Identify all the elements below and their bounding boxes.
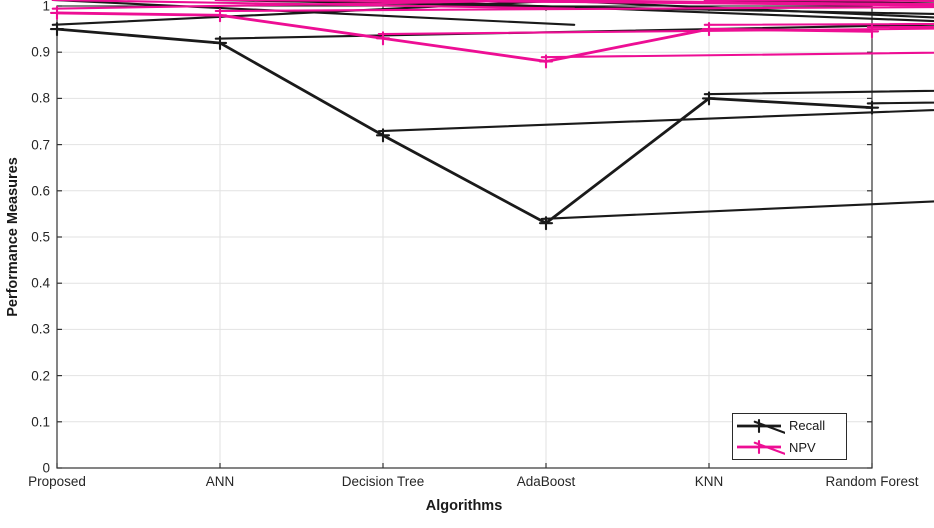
legend-label-recall: Recall [789, 418, 826, 434]
x-tick-label: KNN [694, 474, 724, 489]
y-tick-label: 0.7 [31, 137, 50, 153]
asterisk-marker [701, 0, 934, 106]
asterisk-marker [538, 0, 934, 231]
y-tick-label: 0.6 [31, 183, 50, 199]
series-line-recall [56, 27, 873, 225]
y-tick-label: 0 [42, 460, 50, 476]
asterisk-marker [538, 0, 934, 69]
asterisk-marker [375, 0, 934, 143]
asterisk-marker [751, 440, 785, 456]
asterisk-marker [864, 0, 934, 39]
asterisk-marker [701, 0, 934, 37]
x-tick-label: Proposed [28, 474, 86, 489]
x-tick-label: ANN [205, 474, 235, 489]
legend-line-sample-recall [737, 418, 785, 434]
y-tick-label: 0.5 [31, 229, 50, 245]
x-tick-label: AdaBoost [516, 474, 576, 489]
y-tick-label: 0.9 [31, 44, 50, 60]
legend-label-npv: NPV [789, 439, 816, 455]
y-tick-label: 0.1 [31, 414, 50, 430]
legend-item-npv: NPV [733, 437, 846, 458]
y-tick-label: 1 [42, 0, 50, 14]
asterisk-marker [375, 0, 934, 46]
legend-line-sample-npv [737, 440, 785, 456]
x-axis-label: Algorithms [425, 498, 503, 514]
x-tick-label: Decision Tree [341, 474, 425, 489]
y-tick-label: 0.2 [31, 368, 50, 384]
y-tick-label: 0.4 [31, 275, 50, 291]
x-tick-label: Random Forest [825, 474, 919, 489]
y-tick-label: 0.3 [31, 321, 50, 337]
legend-item-recall: Recall [733, 415, 846, 436]
asterisk-marker [751, 418, 785, 434]
asterisk-marker [864, 0, 934, 115]
series-line-npv [56, 11, 873, 63]
legend: Recall NPV [732, 413, 847, 460]
y-tick-label: 0.8 [31, 90, 50, 106]
